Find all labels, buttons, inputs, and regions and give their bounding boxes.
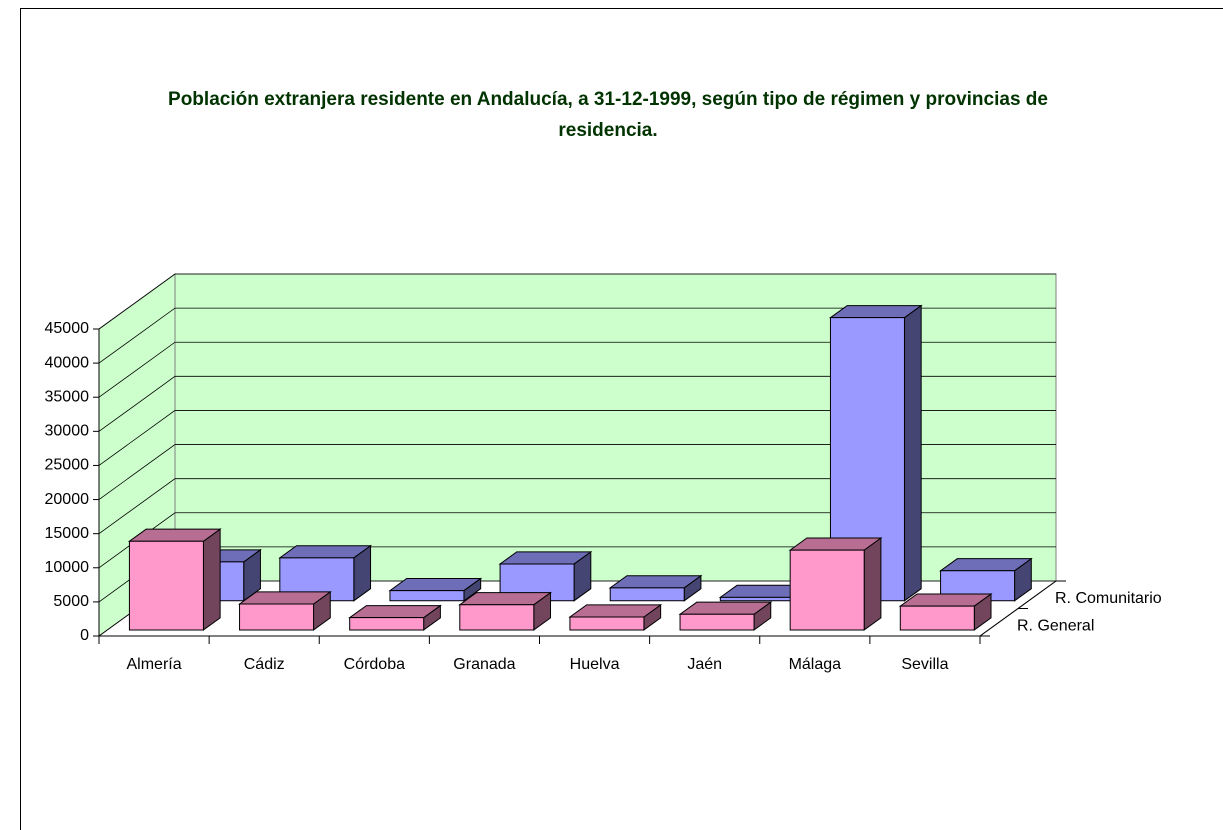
bar-front xyxy=(609,587,685,602)
bar xyxy=(278,544,373,602)
x-tick-label: Jaén xyxy=(687,656,722,673)
bar-front xyxy=(569,616,645,631)
legend-label: R. General xyxy=(1017,617,1094,634)
bar-top xyxy=(127,528,222,542)
bar-side xyxy=(863,537,882,631)
x-tick-label: Granada xyxy=(453,656,515,673)
bar-top xyxy=(458,592,553,606)
bar xyxy=(788,537,883,631)
bar-top xyxy=(388,577,483,592)
bar-front xyxy=(789,549,865,631)
y-tick-label: 20000 xyxy=(45,491,90,508)
bar-top xyxy=(278,545,373,559)
bar-top xyxy=(498,551,593,565)
bar-front xyxy=(459,604,535,631)
bar xyxy=(498,550,593,602)
bar-front xyxy=(899,605,975,631)
bar-front xyxy=(719,596,795,602)
grid-line xyxy=(98,512,1056,569)
grid-line xyxy=(98,444,1056,500)
x-tick-label: Cádiz xyxy=(244,656,285,673)
y-tick-label: 10000 xyxy=(45,559,90,576)
back-wall xyxy=(174,273,1057,582)
bar xyxy=(828,304,923,602)
bar xyxy=(238,590,332,631)
bar-top xyxy=(348,605,442,619)
y-tick-label: 0 xyxy=(80,627,89,644)
legend-label: R. Comunitario xyxy=(1055,590,1162,607)
grid-line xyxy=(98,273,1056,330)
chart-title: Población extranjera residente en Andalu… xyxy=(168,89,1048,141)
bar xyxy=(898,592,993,631)
y-tick-label: 25000 xyxy=(45,457,90,474)
bar-front xyxy=(679,613,755,631)
x-tick-label: Málaga xyxy=(789,656,842,673)
bar xyxy=(348,604,442,631)
bar-top xyxy=(608,575,703,589)
x-tick-label: Sevilla xyxy=(901,656,948,673)
grid-line xyxy=(98,307,1056,364)
bar-top xyxy=(238,591,332,605)
bar-top xyxy=(939,558,1033,572)
x-tick-label: Huelva xyxy=(570,656,620,673)
y-tick-label: 15000 xyxy=(45,525,90,542)
bar-side xyxy=(202,528,221,631)
bar-front xyxy=(239,603,315,631)
y-tick-label: 35000 xyxy=(45,388,90,405)
bar xyxy=(388,577,483,602)
bar xyxy=(678,601,773,631)
bar-front xyxy=(389,590,465,602)
bar-front xyxy=(128,540,204,631)
bar-top xyxy=(828,305,923,319)
y-tick-label: 5000 xyxy=(53,593,89,610)
y-tick-label: 30000 xyxy=(45,423,90,440)
bar-front xyxy=(349,617,425,631)
y-tick-label: 45000 xyxy=(45,320,90,337)
x-tick-label: Almería xyxy=(127,656,182,673)
grid-line xyxy=(98,410,1056,466)
bar xyxy=(608,574,703,602)
grid-line xyxy=(98,375,1056,432)
grid-line xyxy=(98,478,1056,534)
bar xyxy=(458,591,553,631)
bar-top xyxy=(898,593,993,607)
bar xyxy=(568,603,663,631)
bar xyxy=(127,528,222,631)
bar-top xyxy=(788,537,883,551)
grid-line xyxy=(98,341,1056,398)
bar xyxy=(939,557,1033,602)
chart-frame xyxy=(20,8,1223,830)
bar-top xyxy=(568,604,663,618)
bar-top xyxy=(678,601,773,615)
x-tick-label: Córdoba xyxy=(344,656,405,673)
bar-side xyxy=(903,304,922,602)
y-tick-label: 40000 xyxy=(45,354,90,371)
